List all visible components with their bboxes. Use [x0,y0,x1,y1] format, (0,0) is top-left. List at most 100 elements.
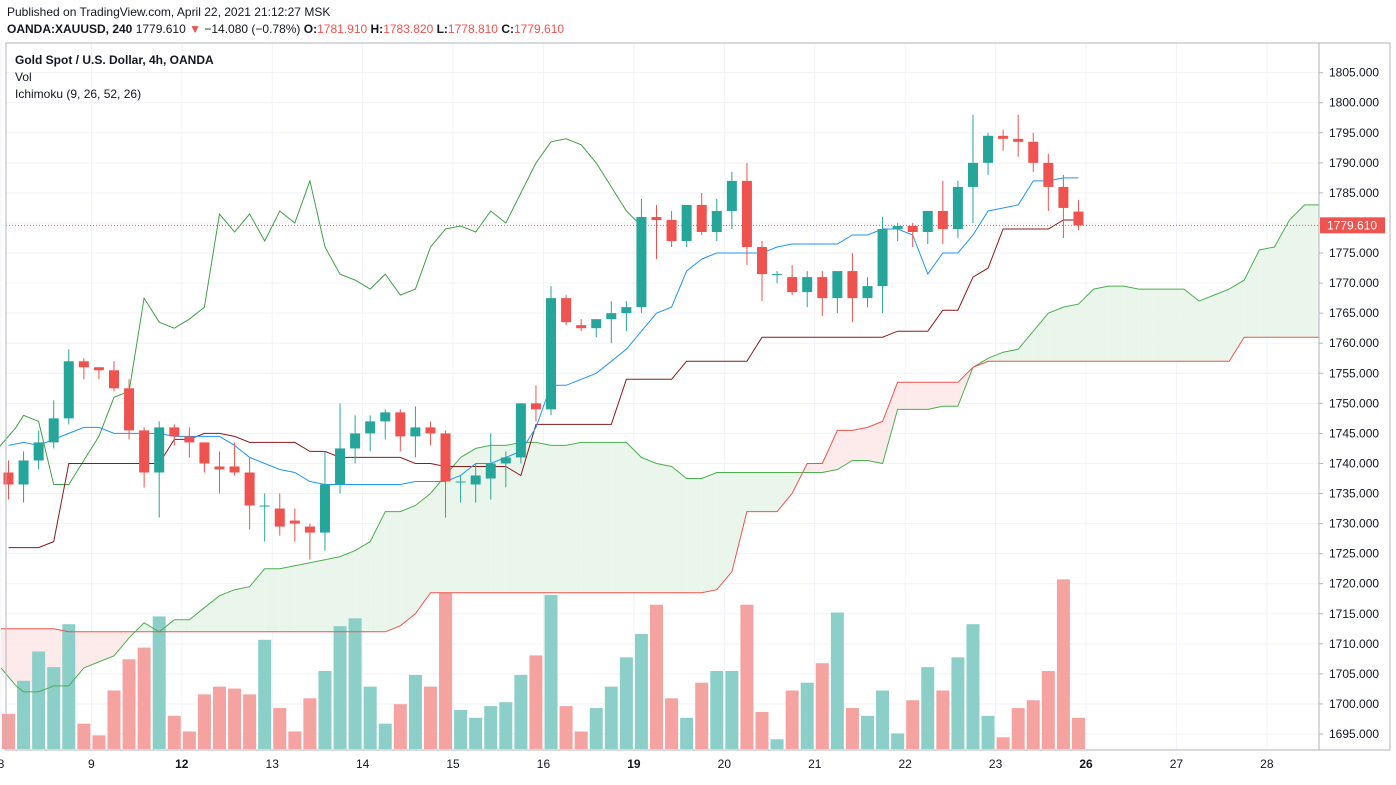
price-axis: 1805.000 1800.000 1795.000 1790.000 1785.000… [1319,66,1385,741]
cloud-segment [249,568,265,632]
volume-bar [378,723,392,749]
candle-body [606,313,617,320]
candle-body [937,210,948,229]
high-label: H: [370,22,384,36]
volume-bar [393,704,407,749]
cloud-segment [746,472,762,512]
volume-bar [559,706,573,749]
volume-bar [408,674,422,749]
cloud-segment [777,472,793,512]
cloud-segment [1093,286,1109,362]
candle-body [304,526,315,533]
volume-bar [469,717,483,749]
cloud-segment [656,463,672,593]
volume-bar [921,667,935,749]
volume-bar [785,690,799,749]
cloud-segment [807,463,823,473]
cloud-segment [520,442,536,593]
candle-body [199,442,210,464]
price-tick-label: 1790.000 [1329,156,1379,170]
cloud-segment [113,631,130,656]
open-label: O: [303,22,318,36]
price-tick-label: 1750.000 [1329,396,1379,410]
cloud-segment [1123,286,1139,362]
candle-body [63,361,74,419]
candle-body [470,475,481,485]
volume-bar [423,686,437,749]
cloud-segment [867,421,883,464]
cloud-segment [551,445,567,593]
time-tick-label: 14 [356,757,370,771]
candle-body [335,448,346,485]
cloud-segment [1183,289,1200,362]
candle-body [289,520,300,524]
last-price: 1779.610 [135,22,186,36]
volume-bar [755,711,769,749]
volume-bar [197,694,211,749]
cloud-segment [294,562,310,632]
last-price-label: 1779.610 [1327,218,1377,232]
cloud-segment [234,586,250,632]
volume-bar [966,624,980,749]
volume-bar [680,717,694,749]
candle-body [741,180,752,248]
price-tick-label: 1740.000 [1329,456,1379,470]
candle-body [952,186,963,229]
price-tick-label: 1805.000 [1329,66,1379,80]
candle-body [365,421,376,434]
volume-bar [273,708,287,749]
last-price-badge [1320,217,1385,234]
cloud-segment [882,382,898,464]
cloud-segment [566,442,582,593]
candle-body [244,472,255,506]
candle-body [877,228,888,287]
candle-body [591,319,602,329]
candle-body [787,277,798,293]
candle-body [636,216,647,308]
candle-body [1073,211,1084,226]
time-tick-label: 13 [266,757,280,771]
candles [3,114,1084,560]
indicator-lines [0,138,1320,693]
candle-body [274,508,285,527]
candle-body [410,427,421,437]
cloud-segment [912,382,928,410]
candle-body [154,427,165,473]
candle-body [862,286,873,299]
candle-body [651,216,662,220]
price-tick-label: 1775.000 [1329,246,1379,260]
candle-body [440,433,451,482]
volume-bar [152,616,166,749]
cloud-segment [16,628,24,692]
candle-body [561,298,572,323]
cloud-segment [822,430,838,473]
candle-body [576,325,587,329]
volume-bar [137,647,151,749]
cloud-segment [385,511,401,632]
price-tick-label: 1765.000 [1329,306,1379,320]
volume-bar [996,737,1010,749]
cloud-segment [581,442,597,593]
volume-bar [243,694,257,749]
cloud-segment [641,457,657,593]
cloud-segment [309,559,325,632]
volume-bar [32,651,46,749]
candle-body [983,135,994,163]
cloud-segment [1018,331,1034,362]
low-value: 1778.810 [447,22,498,36]
candle-body [229,466,240,473]
volume-bar [2,713,15,749]
price-tick-label: 1755.000 [1329,366,1379,380]
candle-body [847,271,858,299]
candle-body [500,457,511,464]
candle-body [546,298,557,410]
cloud-segment [1229,280,1245,362]
cloud-segment [897,382,913,410]
volume-bar [182,731,196,749]
high-value: 1783.820 [383,22,434,36]
time-axis: 8 9 12 13 14 15 16 19 20 21 22 23 26 27 28 [0,757,1274,771]
candle-body [621,307,632,314]
time-tick-label: 28 [1260,757,1274,771]
candle-body [530,403,541,410]
